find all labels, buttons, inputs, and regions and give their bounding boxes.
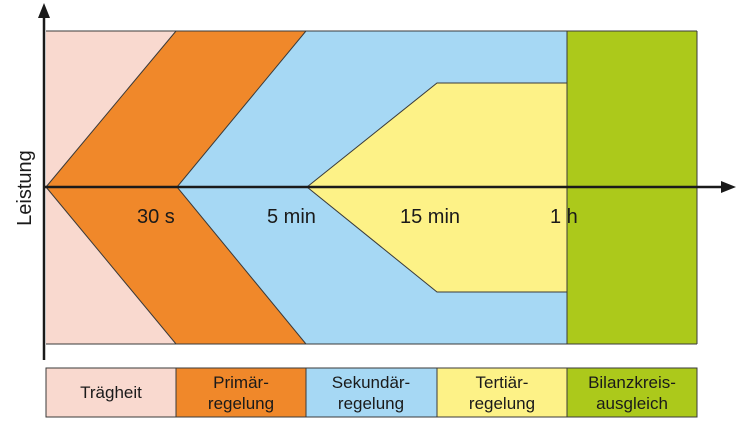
legend-box-primaerregelung (175, 367, 307, 418)
legend-box-sekundaerregelung (305, 367, 438, 418)
legend-box-bilanzkreisausgleich (566, 367, 698, 418)
time-mark-30s: 30 s (137, 206, 175, 228)
legend-label-sekundaer-line1: Sekundär- (332, 373, 410, 392)
legend-label-bilanzkreis-line2: ausgleich (596, 394, 668, 413)
legend-label-tertiaer-line2: regelung (469, 394, 535, 413)
legend-label-primaer-line2: regelung (208, 394, 274, 413)
time-mark-1h: 1 h (550, 206, 578, 228)
legend-label-tertiaer-line1: Tertiär- (476, 373, 529, 392)
axes (38, 3, 736, 360)
legend-box-tertiaerregelung (436, 367, 568, 418)
time-mark-15min: 15 min (400, 206, 460, 228)
legend: Trägheit Primär- regelung Sekundär- rege… (45, 367, 698, 418)
legend-label-traegheit: Trägheit (80, 383, 142, 402)
x-axis-arrowhead (721, 181, 736, 193)
y-axis-label: Leistung (14, 150, 36, 226)
legend-label-sekundaer-line2: regelung (338, 394, 404, 413)
time-mark-5min: 5 min (267, 206, 316, 228)
y-axis-arrowhead (38, 3, 50, 18)
legend-label-primaer-line1: Primär- (213, 373, 269, 392)
time-marks: 30 s 5 min 15 min 1 h (137, 206, 578, 228)
legend-label-bilanzkreis-line1: Bilanzkreis- (588, 373, 676, 392)
